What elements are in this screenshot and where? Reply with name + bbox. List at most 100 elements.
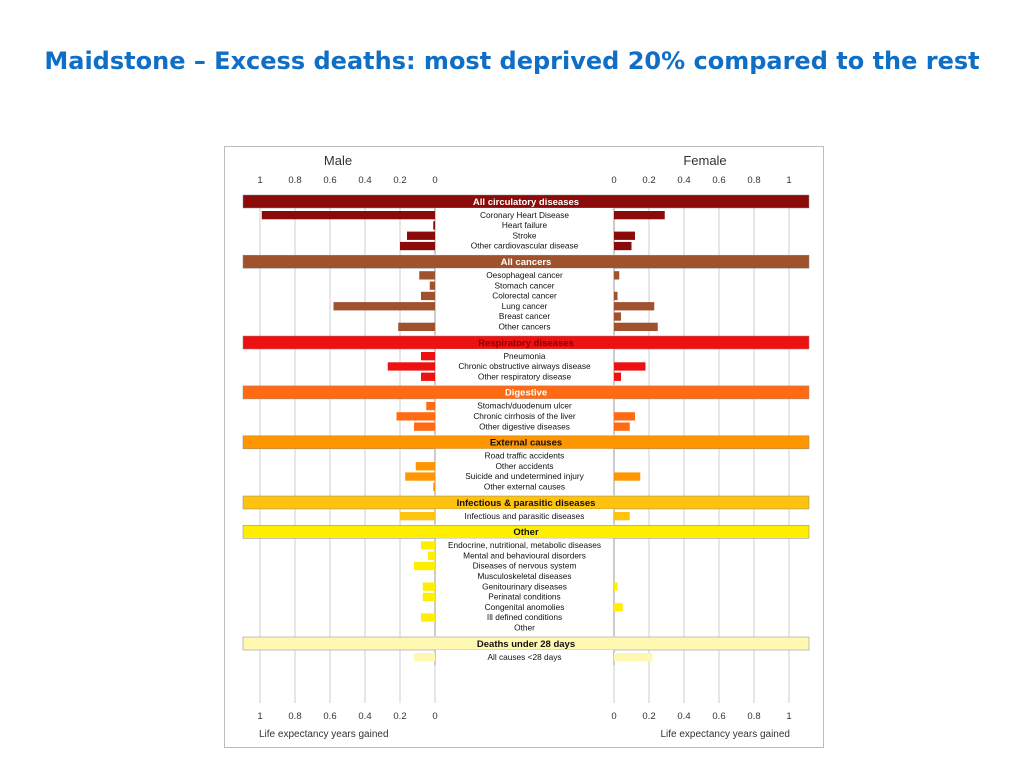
female-bar xyxy=(614,372,621,381)
cause-label: Other external causes xyxy=(484,482,565,492)
group-header-label: Respiratory diseases xyxy=(478,338,574,349)
female-bar xyxy=(614,291,618,301)
female-bar xyxy=(614,302,655,311)
cause-label: Chronic obstructive airways disease xyxy=(458,361,591,371)
cause-label-panel xyxy=(435,398,614,435)
cause-label-panel xyxy=(435,538,614,636)
cause-label: Lung cancer xyxy=(502,301,548,311)
cause-label: Other respiratory disease xyxy=(478,371,572,381)
group-header-label: Other xyxy=(513,527,539,538)
cause-label: Musculoskeletal diseases xyxy=(477,571,571,581)
female-tick-label-bottom: 0.6 xyxy=(712,711,725,722)
male-title: Male xyxy=(324,153,352,168)
female-bar xyxy=(614,582,618,591)
cause-label: Breast cancer xyxy=(499,311,550,321)
male-bar xyxy=(261,211,435,220)
male-bar xyxy=(421,541,435,550)
male-tick-label-bottom: 1 xyxy=(257,711,262,722)
female-tick-label-top: 1 xyxy=(786,175,791,186)
male-tick-label-bottom: 0.2 xyxy=(393,711,406,722)
group-header-label: Digestive xyxy=(505,388,547,399)
male-bar xyxy=(426,401,435,411)
male-bar xyxy=(421,291,435,301)
group-header-label: Deaths under 28 days xyxy=(477,639,575,650)
female-tick-label-top: 0.2 xyxy=(642,175,655,186)
female-bar xyxy=(614,472,641,481)
male-tick-label-top: 0.4 xyxy=(358,175,371,186)
cause-label-panel xyxy=(435,268,614,335)
male-bar xyxy=(400,241,435,251)
male-bar xyxy=(428,551,435,560)
cause-label: Stomach/duodenum ulcer xyxy=(477,401,572,411)
male-tick-label-bottom: 0.8 xyxy=(288,711,301,722)
male-bar xyxy=(405,472,435,481)
group-header-label: All cancers xyxy=(501,257,552,268)
male-tick-label-top: 0.8 xyxy=(288,175,301,186)
cause-label: Mental and behavioural disorders xyxy=(463,550,586,560)
female-bar xyxy=(614,322,658,331)
female-bar xyxy=(614,241,632,251)
female-tick-label-top: 0.6 xyxy=(712,175,725,186)
chart-svg: Male Female 1 0.8 0.6 0.4 0.2 0 0 0.2 0.4 0.6 0.8 1 1 0… xyxy=(242,153,810,740)
female-tick-label-top: 0.4 xyxy=(677,175,690,186)
female-bar xyxy=(614,422,630,431)
male-bar xyxy=(407,231,435,240)
male-xaxis-label: Life expectancy years gained xyxy=(259,729,389,740)
butterfly-chart: Male Female 1 0.8 0.6 0.4 0.2 0 0 0.2 0.4 0.6 0.8 1 1 0… xyxy=(224,146,824,748)
male-bar xyxy=(433,482,435,491)
group-header-label: All circulatory diseases xyxy=(473,197,579,208)
cause-label: Other xyxy=(514,623,535,633)
cause-label: Chronic cirrhosis of the liver xyxy=(473,411,576,421)
cause-label: Pneumonia xyxy=(504,351,546,361)
male-bar xyxy=(414,422,435,431)
male-bar xyxy=(422,582,435,591)
female-tick-label-bottom: 0.8 xyxy=(747,711,760,722)
cause-label: Endocrine, nutritional, metabolic diseas… xyxy=(448,540,601,550)
male-bar xyxy=(421,352,435,361)
cause-label: Other cardiovascular disease xyxy=(471,241,579,251)
male-tick-label-top: 0 xyxy=(432,175,437,186)
female-bar xyxy=(614,231,635,240)
cause-label: Congenital anomolies xyxy=(485,602,565,612)
male-bar xyxy=(421,372,435,381)
cause-label: Colorectal cancer xyxy=(492,291,557,301)
male-bar xyxy=(396,412,435,421)
female-title: Female xyxy=(683,153,726,168)
female-tick-label-top: 0 xyxy=(611,175,616,186)
cause-label-panel xyxy=(435,650,614,666)
male-bar xyxy=(433,221,435,230)
cause-label: Suicide and undetermined injury xyxy=(465,471,584,481)
male-tick-label-top: 0.2 xyxy=(393,175,406,186)
group-header-label: Infectious & parasitic diseases xyxy=(457,498,596,509)
female-xaxis-label: Life expectancy years gained xyxy=(660,729,790,740)
cause-label: Ill defined conditions xyxy=(487,612,562,622)
male-tick-label-bottom: 0.6 xyxy=(323,711,336,722)
male-bar xyxy=(419,271,435,280)
cause-label: Infectious and parasitic diseases xyxy=(465,511,585,521)
cause-label: Oesophageal cancer xyxy=(486,270,563,280)
male-tick-label-top: 0.6 xyxy=(323,175,336,186)
cause-label: Road traffic accidents xyxy=(485,451,565,461)
female-tick-label-bottom: 0.4 xyxy=(677,711,690,722)
cause-label: Diseases of nervous system xyxy=(473,561,577,571)
cause-label: Other digestive diseases xyxy=(479,421,570,431)
group-header-label: External causes xyxy=(490,438,562,449)
female-bar xyxy=(614,653,653,662)
female-bar xyxy=(614,412,635,421)
male-bar xyxy=(387,362,435,371)
female-tick-label-bottom: 0 xyxy=(611,711,616,722)
cause-label: Coronary Heart Disease xyxy=(480,210,569,220)
cause-label-panel xyxy=(435,208,614,255)
cause-label: Other cancers xyxy=(498,322,550,332)
male-bar xyxy=(333,302,435,311)
female-tick-label-bottom: 1 xyxy=(786,711,791,722)
female-tick-label-top: 0.8 xyxy=(747,175,760,186)
slide-title: Maidstone – Excess deaths: most deprived… xyxy=(44,47,980,75)
male-tick-label-bottom: 0 xyxy=(432,711,437,722)
cause-label-panel xyxy=(435,509,614,525)
male-bar xyxy=(414,653,435,662)
female-tick-label-bottom: 0.2 xyxy=(642,711,655,722)
female-bar xyxy=(614,211,665,220)
cause-label: Stomach cancer xyxy=(495,280,555,290)
male-tick-label-bottom: 0.4 xyxy=(358,711,371,722)
